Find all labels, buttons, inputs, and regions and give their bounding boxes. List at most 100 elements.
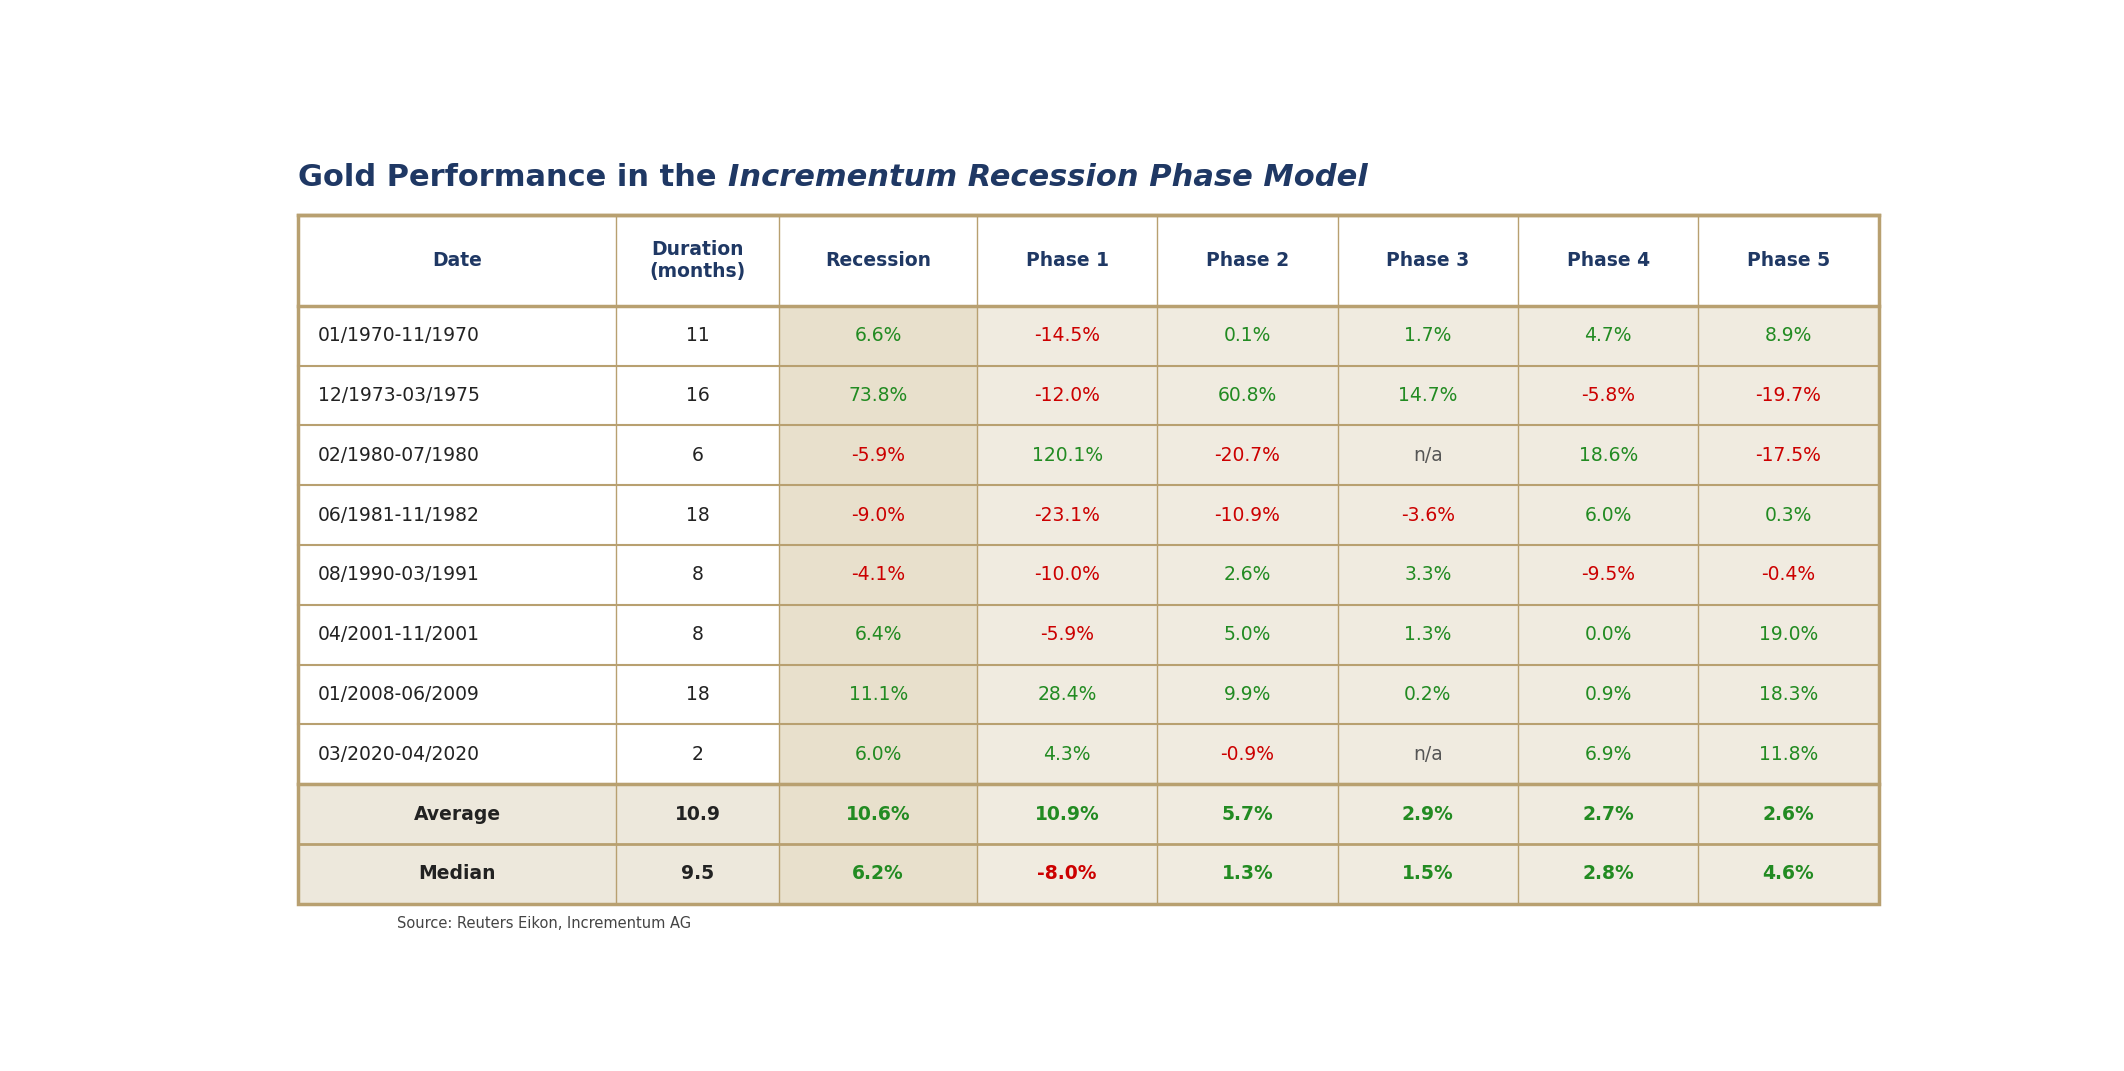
Bar bbox=[616, 664, 780, 724]
Text: 10.9: 10.9 bbox=[675, 804, 720, 824]
Bar bbox=[1338, 306, 1519, 365]
Bar bbox=[616, 724, 780, 784]
Text: n/a: n/a bbox=[1412, 744, 1442, 764]
Bar bbox=[780, 365, 977, 425]
Text: Gold Performance in the: Gold Performance in the bbox=[297, 163, 729, 192]
Text: 2.7%: 2.7% bbox=[1582, 804, 1633, 824]
Text: -9.0%: -9.0% bbox=[852, 506, 905, 525]
Text: -0.9%: -0.9% bbox=[1221, 744, 1274, 764]
Text: 9.5: 9.5 bbox=[682, 864, 714, 884]
Bar bbox=[1158, 784, 1338, 844]
Bar bbox=[616, 784, 780, 844]
Bar bbox=[780, 664, 977, 724]
Bar bbox=[1519, 724, 1699, 784]
Text: -19.7%: -19.7% bbox=[1757, 386, 1822, 405]
Bar bbox=[977, 485, 1158, 545]
Text: 2.9%: 2.9% bbox=[1402, 804, 1453, 824]
Bar bbox=[1338, 724, 1519, 784]
Bar bbox=[1158, 485, 1338, 545]
Text: 19.0%: 19.0% bbox=[1759, 625, 1818, 644]
Bar bbox=[780, 485, 977, 545]
Text: 12/1973-03/1975: 12/1973-03/1975 bbox=[319, 386, 480, 405]
Text: Date: Date bbox=[433, 251, 482, 270]
Bar bbox=[1699, 844, 1880, 904]
Bar bbox=[1699, 724, 1880, 784]
Text: 120.1%: 120.1% bbox=[1032, 446, 1102, 465]
Text: 18: 18 bbox=[686, 506, 709, 525]
Text: 5.7%: 5.7% bbox=[1221, 804, 1272, 824]
Bar bbox=[297, 365, 616, 425]
Text: -0.4%: -0.4% bbox=[1761, 565, 1816, 585]
Text: -5.8%: -5.8% bbox=[1580, 386, 1635, 405]
Text: 02/1980-07/1980: 02/1980-07/1980 bbox=[319, 446, 480, 465]
Text: 6.0%: 6.0% bbox=[854, 744, 903, 764]
Text: 2.6%: 2.6% bbox=[1763, 804, 1814, 824]
Text: 18.3%: 18.3% bbox=[1759, 685, 1818, 704]
Text: 0.1%: 0.1% bbox=[1223, 327, 1270, 345]
Bar bbox=[297, 844, 616, 904]
Bar bbox=[1699, 485, 1880, 545]
Bar bbox=[977, 306, 1158, 365]
Text: 4.7%: 4.7% bbox=[1585, 327, 1631, 345]
Bar bbox=[1699, 425, 1880, 485]
Bar bbox=[1158, 605, 1338, 664]
Text: Duration
(months): Duration (months) bbox=[650, 240, 746, 281]
Bar bbox=[616, 545, 780, 605]
Text: 1.3%: 1.3% bbox=[1404, 625, 1451, 644]
Bar bbox=[297, 215, 1880, 904]
Bar bbox=[297, 724, 616, 784]
Bar bbox=[1338, 365, 1519, 425]
Text: 0.9%: 0.9% bbox=[1585, 685, 1631, 704]
Text: -23.1%: -23.1% bbox=[1034, 506, 1100, 525]
Text: 6.0%: 6.0% bbox=[1585, 506, 1631, 525]
Bar bbox=[297, 784, 616, 844]
Bar bbox=[1338, 485, 1519, 545]
Bar bbox=[780, 605, 977, 664]
Text: 9.9%: 9.9% bbox=[1223, 685, 1270, 704]
Bar bbox=[1519, 664, 1699, 724]
Bar bbox=[1158, 545, 1338, 605]
Text: 4.3%: 4.3% bbox=[1043, 744, 1092, 764]
Bar bbox=[780, 425, 977, 485]
Text: -14.5%: -14.5% bbox=[1034, 327, 1100, 345]
Text: 0.2%: 0.2% bbox=[1404, 685, 1451, 704]
Text: 2: 2 bbox=[692, 744, 703, 764]
Bar bbox=[977, 844, 1158, 904]
Text: 10.9%: 10.9% bbox=[1034, 804, 1100, 824]
Text: 28.4%: 28.4% bbox=[1037, 685, 1096, 704]
Text: 8: 8 bbox=[692, 565, 703, 585]
Text: Recession: Recession bbox=[824, 251, 930, 270]
Text: 2.6%: 2.6% bbox=[1223, 565, 1270, 585]
Bar bbox=[977, 664, 1158, 724]
Text: -3.6%: -3.6% bbox=[1402, 506, 1455, 525]
Bar bbox=[1699, 545, 1880, 605]
Bar bbox=[977, 215, 1158, 306]
Bar bbox=[780, 784, 977, 844]
Text: 60.8%: 60.8% bbox=[1217, 386, 1277, 405]
Bar bbox=[1158, 215, 1338, 306]
Text: Phase 3: Phase 3 bbox=[1387, 251, 1470, 270]
Text: 2.8%: 2.8% bbox=[1582, 864, 1633, 884]
Bar bbox=[297, 485, 616, 545]
Bar bbox=[1158, 425, 1338, 485]
Bar bbox=[1519, 485, 1699, 545]
Text: 1.5%: 1.5% bbox=[1402, 864, 1453, 884]
Bar bbox=[616, 425, 780, 485]
Text: 5.0%: 5.0% bbox=[1223, 625, 1270, 644]
Text: Median: Median bbox=[418, 864, 497, 884]
Bar bbox=[1699, 605, 1880, 664]
Text: Average: Average bbox=[414, 804, 501, 824]
Bar bbox=[616, 485, 780, 545]
Bar bbox=[780, 306, 977, 365]
Bar bbox=[780, 545, 977, 605]
Text: Incrementum Recession Phase Model: Incrementum Recession Phase Model bbox=[729, 163, 1368, 192]
Text: -10.9%: -10.9% bbox=[1215, 506, 1281, 525]
Bar bbox=[977, 545, 1158, 605]
Text: 01/2008-06/2009: 01/2008-06/2009 bbox=[319, 685, 480, 704]
Bar bbox=[977, 605, 1158, 664]
Text: 6.9%: 6.9% bbox=[1585, 744, 1631, 764]
Bar bbox=[1519, 844, 1699, 904]
Bar bbox=[1158, 844, 1338, 904]
Text: 16: 16 bbox=[686, 386, 709, 405]
Text: 11.1%: 11.1% bbox=[847, 685, 907, 704]
